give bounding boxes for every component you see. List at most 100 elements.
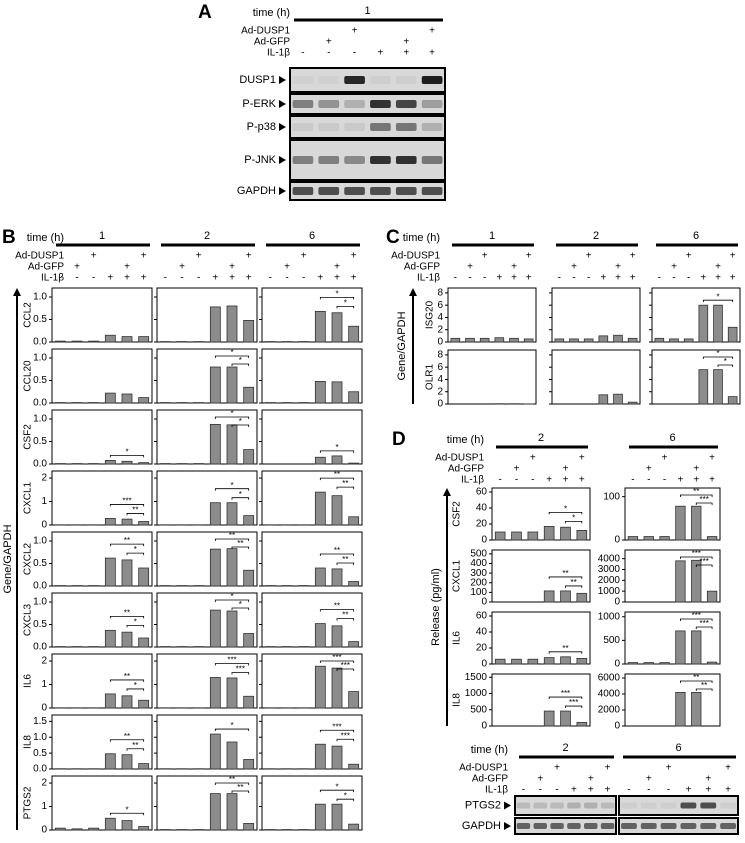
- significance-label: *: [230, 592, 233, 601]
- blot-band: [661, 803, 677, 809]
- significance-label: ***: [227, 656, 236, 665]
- significance-label: ***: [341, 661, 350, 670]
- bar: [577, 658, 587, 664]
- significance-label: ***: [122, 497, 131, 506]
- time-label: time (h): [27, 232, 64, 244]
- bar: [555, 339, 564, 342]
- bar: [480, 338, 489, 342]
- time-value: 2: [562, 742, 568, 754]
- blot-marker: [279, 187, 286, 195]
- blot-band: [534, 823, 547, 829]
- blot-band: [534, 803, 547, 809]
- bar: [655, 338, 664, 342]
- y-tick-label: 500: [470, 548, 487, 559]
- blot-band: [318, 76, 339, 84]
- bar: [628, 338, 637, 342]
- treatment-sign: +: [662, 453, 668, 464]
- significance-label: ***: [236, 665, 245, 674]
- y-tick-label: 0: [614, 535, 620, 546]
- bar: [72, 829, 82, 830]
- treatment-name: Ad-GFP: [28, 262, 64, 273]
- treatment-name: IL-1β: [267, 48, 290, 59]
- bar: [315, 624, 325, 647]
- significance-label: *: [230, 348, 233, 357]
- bar: [332, 496, 342, 525]
- bar: [561, 711, 571, 726]
- plot-frame: [448, 350, 536, 404]
- blot-band: [700, 803, 716, 809]
- y-tick-label: 0: [481, 597, 487, 608]
- y-tick-label: 0: [481, 659, 487, 670]
- bar: [227, 794, 237, 830]
- panel-label: D: [392, 429, 406, 450]
- treatment-sign: +: [571, 785, 577, 796]
- significance-label: ***: [332, 722, 341, 731]
- blot-band: [422, 187, 443, 195]
- bar: [644, 663, 654, 664]
- blot-band: [517, 823, 530, 829]
- bar: [315, 568, 325, 586]
- plot-frame: [492, 488, 590, 540]
- bar: [55, 828, 65, 830]
- treatment-sign: +: [715, 273, 721, 284]
- treatment-sign: +: [605, 785, 611, 796]
- plot-frame: [652, 288, 740, 342]
- significance-label: ***: [561, 689, 570, 698]
- treatment-sign: +: [588, 785, 594, 796]
- blot-band: [344, 76, 365, 84]
- treatment-sign: +: [605, 763, 611, 774]
- time-value: 2: [204, 230, 210, 242]
- treatment-name: Ad-GFP: [404, 262, 440, 273]
- bar: [227, 503, 237, 525]
- significance-label: *: [716, 349, 719, 358]
- bar: [244, 696, 254, 708]
- plot-frame: [262, 776, 362, 830]
- treatment-sign: -: [587, 273, 590, 284]
- significance-label: ***: [699, 495, 708, 504]
- plot-frame: [157, 715, 257, 769]
- y-tick-label: 6000: [598, 673, 621, 684]
- treatment-sign: +: [284, 262, 290, 273]
- treatment-sign: +: [246, 273, 252, 284]
- bar: [644, 537, 654, 540]
- significance-label: ***: [699, 619, 708, 628]
- treatment-name: Ad-DUSP1: [391, 251, 440, 262]
- plot-frame: [52, 288, 152, 342]
- treatment-name: Ad-DUSP1: [459, 763, 508, 774]
- treatment-sign: -: [687, 273, 690, 284]
- blot-marker: [279, 156, 286, 164]
- time-value: 6: [693, 230, 699, 242]
- blot-band: [517, 803, 530, 809]
- bar: [495, 338, 504, 342]
- y-tick-label: 1500: [465, 672, 488, 683]
- treatment-sign: -: [75, 273, 78, 284]
- y-tick-label: 1.0: [33, 597, 47, 608]
- significance-label: *: [716, 292, 719, 301]
- bar: [544, 658, 554, 664]
- y-tick-label: 0: [41, 520, 47, 531]
- bar: [105, 518, 115, 525]
- bar: [227, 549, 237, 586]
- bar: [105, 630, 115, 647]
- treatment-sign: +: [301, 251, 307, 262]
- y-tick-label: 1000: [598, 586, 621, 597]
- bar: [692, 506, 702, 540]
- significance-label: *: [230, 481, 233, 490]
- gene-name: OLR1: [425, 364, 436, 391]
- bar: [139, 638, 149, 647]
- y-tick-label: 400: [470, 558, 487, 569]
- treatment-sign: -: [353, 48, 356, 59]
- blot-band: [396, 187, 417, 195]
- y-tick-label: 8: [437, 350, 443, 361]
- bar: [122, 560, 132, 586]
- bar: [105, 393, 115, 403]
- bar: [349, 517, 359, 525]
- bar: [495, 532, 505, 540]
- bar: [122, 394, 132, 403]
- bar: [332, 668, 342, 708]
- blot-band: [318, 123, 339, 131]
- blot-band: [601, 823, 614, 829]
- time-label: time (h): [403, 232, 440, 244]
- treatment-sign: +: [693, 464, 699, 475]
- significance-label: **: [334, 602, 340, 611]
